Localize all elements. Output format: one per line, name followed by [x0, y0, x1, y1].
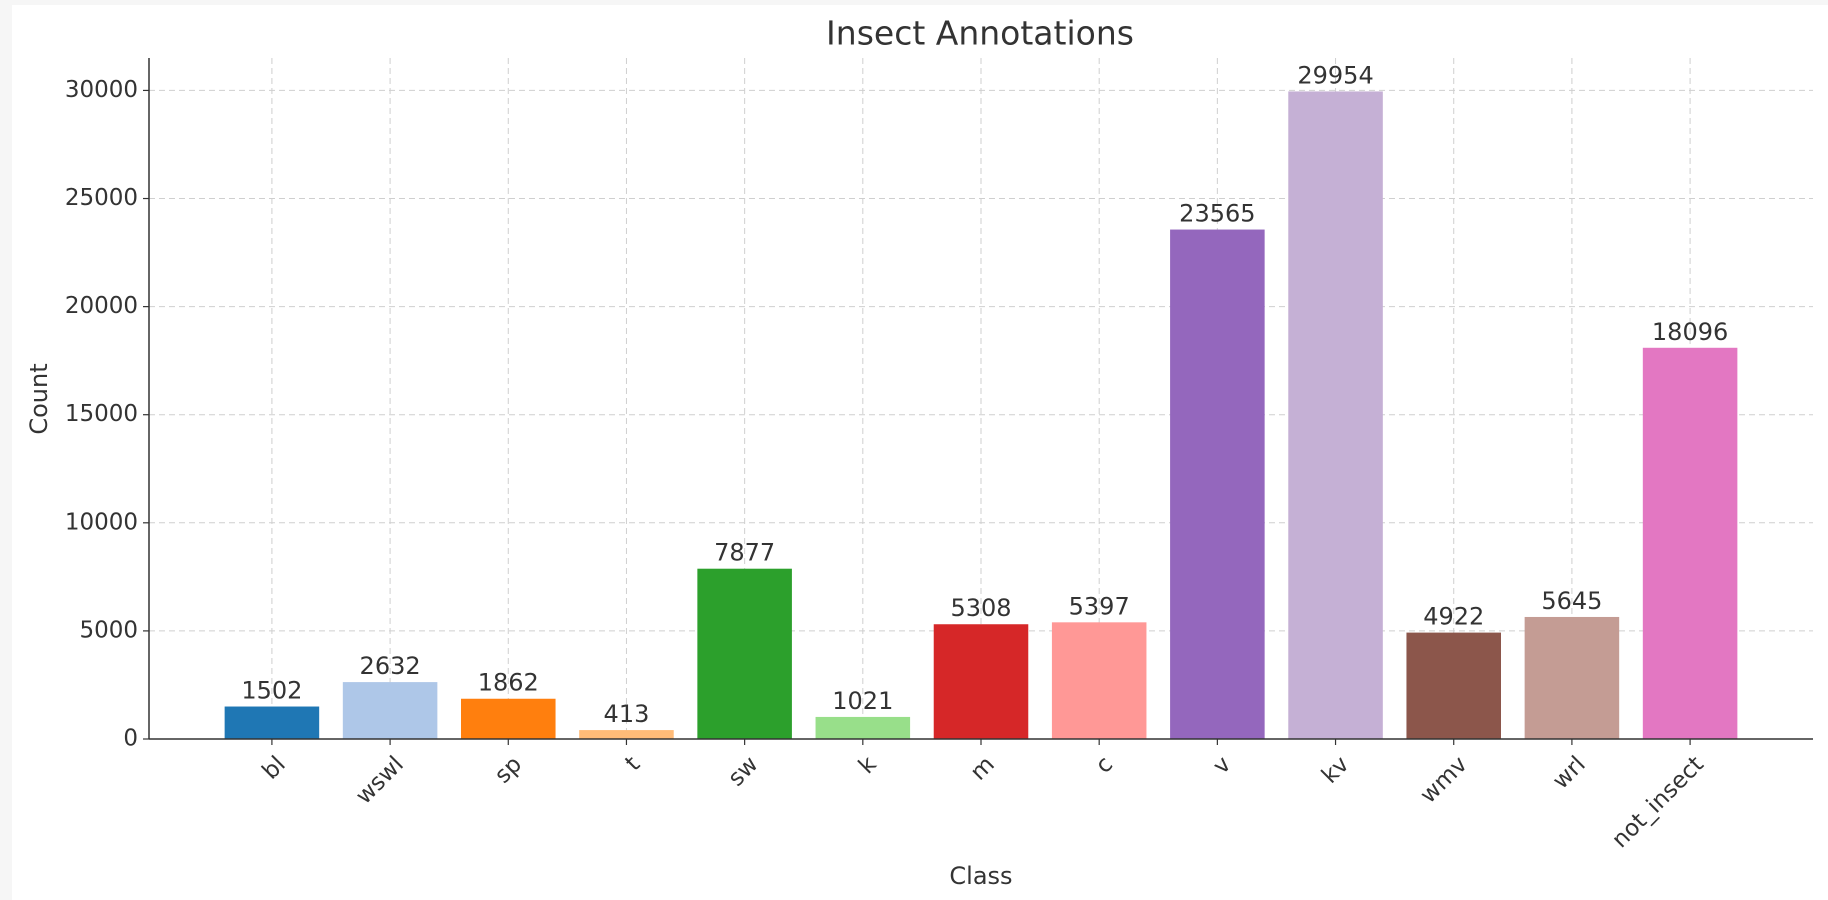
y-tick-label: 30000	[65, 77, 138, 103]
bar	[1288, 91, 1383, 740]
background	[12, 5, 1828, 900]
y-tick-label: 10000	[65, 509, 138, 535]
bar	[1642, 347, 1738, 739]
y-tick-label: 5000	[79, 617, 138, 643]
y-tick-label: 15000	[65, 401, 138, 427]
bar	[1051, 622, 1147, 739]
data-label: 2632	[360, 652, 421, 680]
data-label: 5308	[950, 594, 1011, 622]
data-label: 5645	[1541, 587, 1602, 615]
x-axis-label: Class	[949, 862, 1012, 890]
bar	[461, 698, 556, 739]
chart-title: Insect Annotations	[826, 14, 1134, 53]
data-label: 7877	[714, 539, 775, 567]
bar	[224, 706, 320, 739]
data-label: 413	[604, 700, 650, 728]
data-label: 5397	[1069, 592, 1130, 620]
y-tick-label: 25000	[65, 185, 138, 211]
data-label: 18096	[1652, 318, 1728, 346]
bar	[1170, 229, 1265, 739]
bar	[815, 716, 911, 739]
bar	[1524, 616, 1620, 739]
data-label: 1862	[478, 669, 539, 697]
data-label: 29954	[1297, 61, 1373, 89]
data-label: 23565	[1179, 200, 1255, 228]
y-tick-label: 0	[123, 726, 138, 752]
bar	[933, 624, 1029, 739]
bar	[342, 682, 438, 739]
data-label: 1502	[241, 677, 302, 705]
bar	[1406, 632, 1501, 739]
data-label: 1021	[832, 687, 893, 715]
data-label: 4922	[1423, 603, 1484, 631]
bar	[697, 568, 792, 739]
y-tick-label: 20000	[65, 293, 138, 319]
bar	[579, 730, 674, 739]
y-axis-label: Count	[25, 363, 53, 434]
